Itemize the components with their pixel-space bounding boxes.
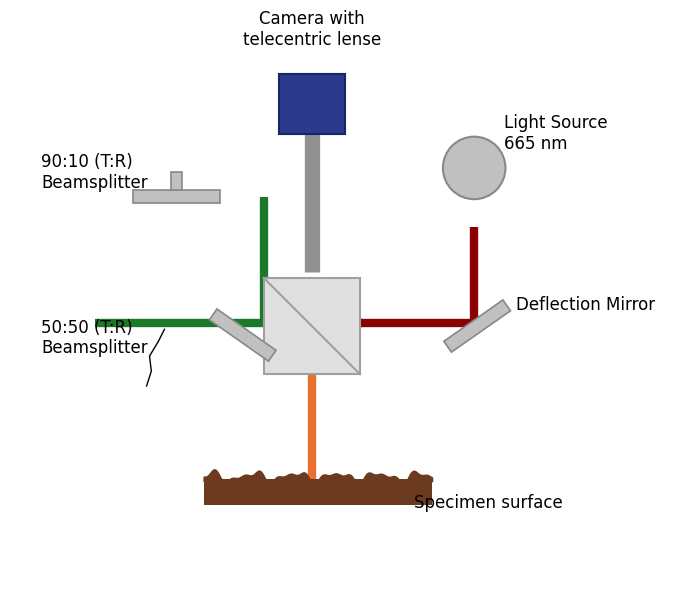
Text: Deflection Mirror: Deflection Mirror: [516, 296, 656, 314]
Polygon shape: [210, 309, 276, 361]
Polygon shape: [133, 190, 220, 204]
Polygon shape: [444, 300, 510, 352]
Bar: [279, 74, 345, 133]
Bar: [171, 172, 182, 190]
Text: Specimen surface: Specimen surface: [414, 495, 563, 512]
Text: 50:50 (T:R)
Beamsplitter: 50:50 (T:R) Beamsplitter: [41, 319, 148, 358]
Text: Camera with
telecentric lense: Camera with telecentric lense: [242, 10, 381, 49]
Text: 90:10 (T:R)
Beamsplitter: 90:10 (T:R) Beamsplitter: [41, 153, 148, 192]
Bar: [203, 480, 432, 504]
Text: Light Source
665 nm: Light Source 665 nm: [504, 114, 608, 153]
Bar: [264, 278, 360, 374]
Circle shape: [443, 137, 506, 199]
